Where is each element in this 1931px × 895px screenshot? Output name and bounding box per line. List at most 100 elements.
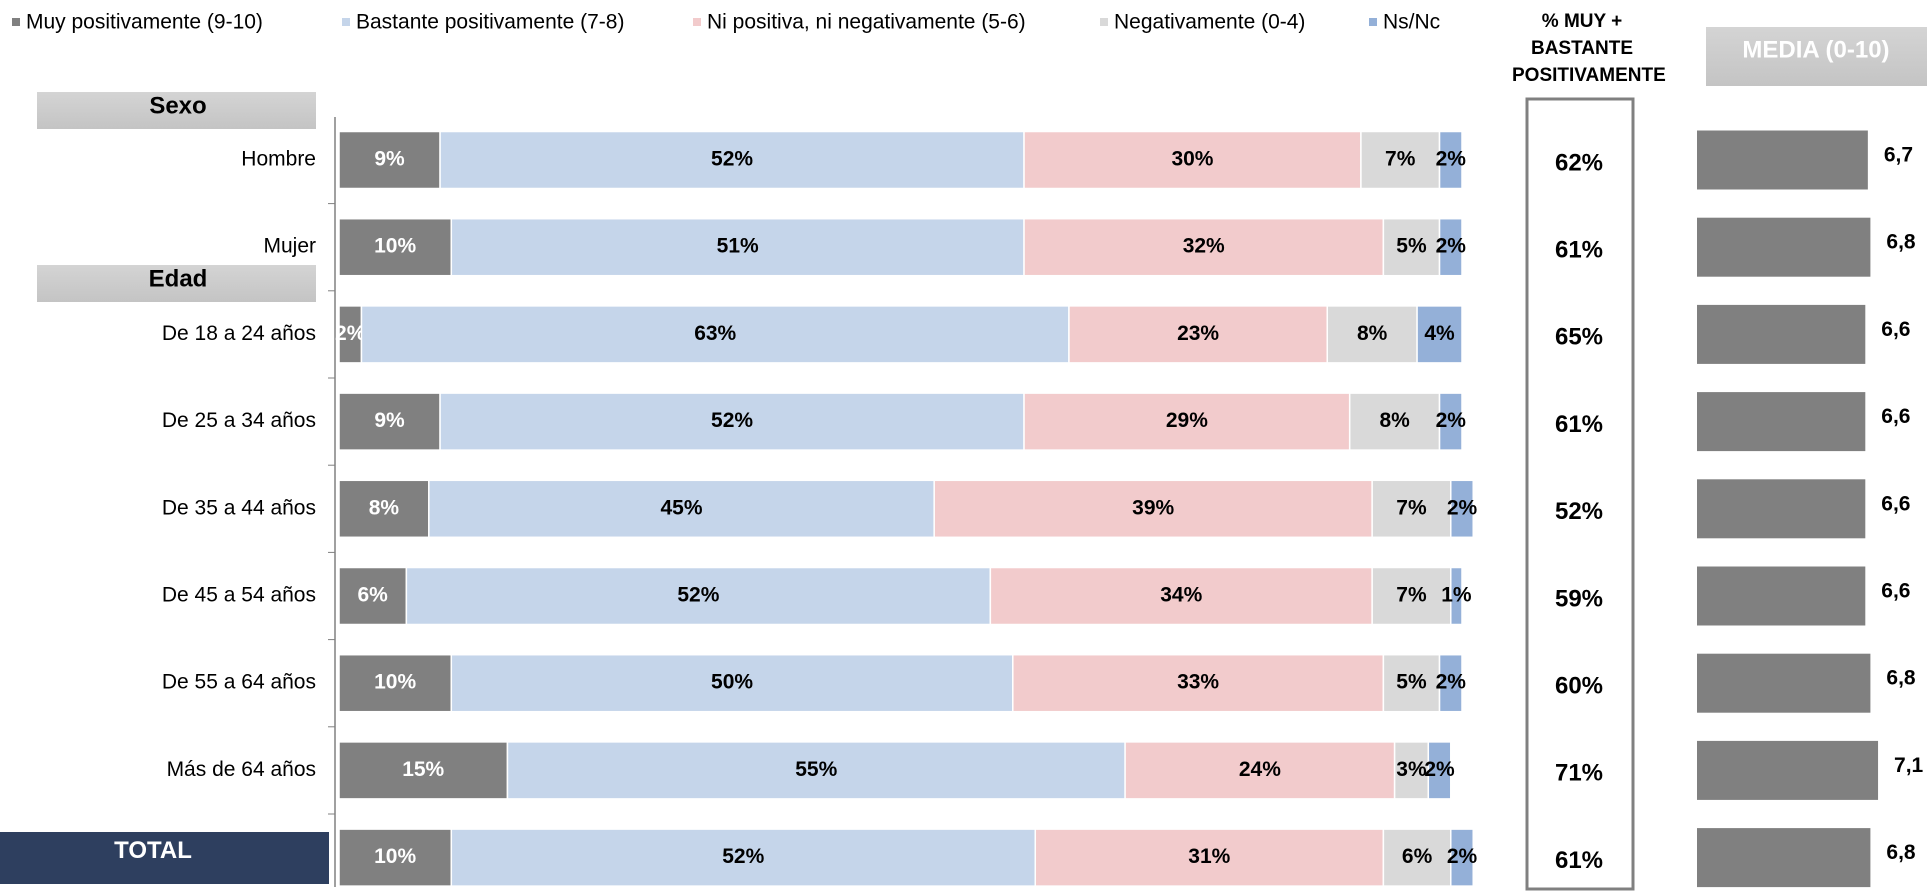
bar-value-label: 52% [722,845,764,868]
bar-value-label: 1% [1441,584,1472,607]
bar-value-label: 29% [1166,409,1208,432]
bar-value-label: 52% [711,148,753,171]
bar-value-label: 39% [1132,496,1174,519]
bar-segment [450,653,1014,713]
bar-segment [1427,741,1452,800]
group-box [37,92,316,129]
bar-value-label: 10% [374,845,416,868]
summary-value: 62% [1555,149,1603,176]
legend-label: Bastante positivamente (7-8) [356,11,624,34]
bar-value-label: 2% [335,322,366,345]
bar-value-label: 8% [1357,322,1388,345]
bar-value-label: 51% [717,235,759,258]
bar-value-label: 10% [374,671,416,694]
bar-segment [1450,566,1463,626]
bar-segment [1438,653,1463,713]
mean-value-label: 6,7 [1884,144,1913,167]
mean-value-label: 6,6 [1881,405,1910,428]
bar-segment [338,130,441,190]
bar-segment [338,741,509,800]
bar-value-label: 7% [1396,496,1427,519]
bar-value-label: 9% [374,409,405,432]
bar-segment [428,479,935,539]
category-label: De 35 a 44 años [162,496,316,519]
bar-segment [1438,130,1463,190]
legend-label: Negativamente (0-4) [1114,11,1305,34]
summary-value: 71% [1555,760,1603,787]
mean-bar [1697,304,1866,364]
bar-segment [1416,305,1463,364]
category-label: TOTAL [114,837,192,864]
bar-value-label: 7% [1396,584,1427,607]
bar-value-label: 15% [402,758,444,781]
summary-value: 65% [1555,324,1603,351]
legend-swatch [693,18,701,26]
summary-value: 60% [1555,673,1603,700]
bar-value-label: 33% [1177,671,1219,694]
total-box [0,832,329,884]
bar-value-label: 2% [1436,148,1467,171]
bar-value-label: 4% [1424,322,1455,345]
mean-header-box [1706,27,1927,86]
legend-swatch [342,18,350,26]
bar-segment [1348,392,1441,451]
mean-bar [1697,479,1866,539]
bar-segment [338,479,430,539]
mean-value-label: 6,8 [1886,841,1916,864]
summary-value: 61% [1555,411,1603,438]
legend-label: Ni positiva, ni negativamente (5-6) [707,11,1026,34]
bar-value-label: 2% [1424,758,1455,781]
bar-value-label: 31% [1188,845,1230,868]
bar-value-label: 6% [1402,845,1433,868]
bar-segment [1382,828,1452,887]
bar-segment [1124,741,1396,800]
mean-bar [1697,217,1871,277]
bar-segment [1382,653,1441,713]
summary-value: 61% [1555,237,1603,264]
legend-label: Ns/Nc [1383,11,1440,34]
category-label: Hombre [241,148,316,171]
mean-bar [1697,130,1868,190]
bar-value-label: 2% [1447,496,1478,519]
bar-segment [1068,305,1328,364]
bar-value-label: 5% [1396,671,1427,694]
summary-box [1525,97,1635,891]
bar-value-label: 2% [1436,235,1467,258]
bar-value-label: 50% [711,671,753,694]
group-label: Edad [149,265,208,292]
bar-segment [1438,217,1463,277]
bar-value-label: 63% [694,322,736,345]
mean-bar [1697,828,1871,888]
mean-bar [1697,566,1866,626]
bar-value-label: 55% [795,758,837,781]
category-label: Más de 64 años [167,758,316,781]
category-label: De 45 a 54 años [162,584,316,607]
bar-value-label: 9% [374,148,405,171]
bar-value-label: 34% [1160,584,1202,607]
bar-value-label: 10% [374,235,416,258]
bar-value-label: 8% [1379,409,1410,432]
bar-segment [506,741,1126,800]
bar-segment [1023,217,1385,277]
mean-value-label: 6,6 [1881,318,1910,341]
bar-segment [360,305,1070,364]
bar-value-label: 52% [677,584,719,607]
bar-segment [439,392,1025,451]
bar-segment [1012,653,1385,713]
bar-segment [338,392,441,451]
bar-value-label: 2% [1436,671,1467,694]
bar-segment [1371,479,1452,539]
bar-value-label: 2% [1436,409,1467,432]
category-label: De 18 a 24 años [162,322,316,345]
bar-segment [338,566,408,626]
bar-value-label: 30% [1171,148,1213,171]
bar-segment [1393,741,1430,800]
bar-segment [989,566,1373,626]
bar-segment [1450,828,1474,887]
bar-segment [933,479,1373,539]
bar-value-label: 23% [1177,322,1219,345]
legend-swatch [1100,18,1108,26]
legend-swatch [1369,18,1377,26]
